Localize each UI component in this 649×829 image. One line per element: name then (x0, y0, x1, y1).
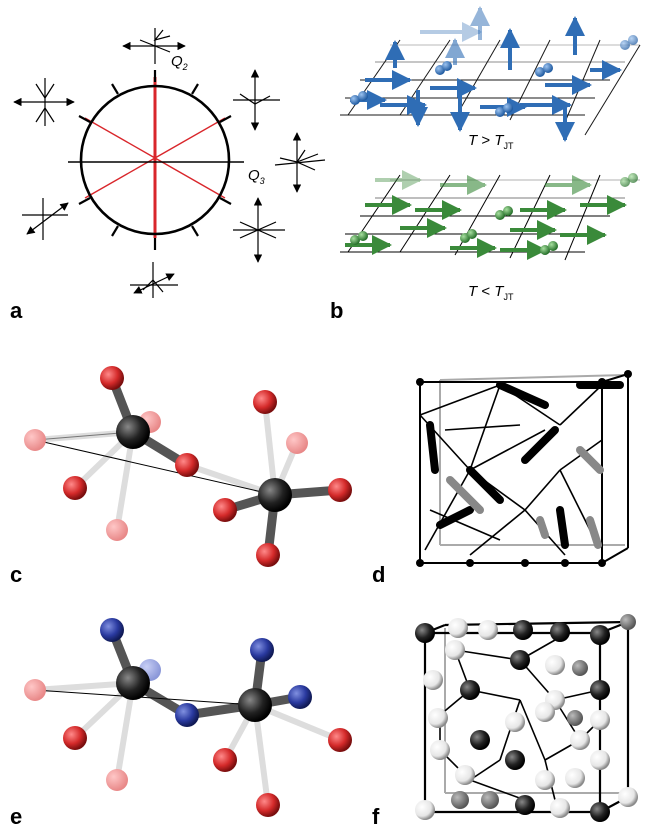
blue-lattice-grid (340, 39, 641, 136)
t-above-label: T > TJT (468, 132, 514, 151)
red-spokes (84, 77, 226, 238)
blue-balls (350, 35, 638, 117)
panel-label-d: d (372, 562, 385, 587)
panel-a: Q2 Q3 (13, 28, 326, 298)
q2-label: Q2 (171, 53, 188, 72)
panel-f (415, 614, 638, 822)
f-atoms (415, 614, 638, 822)
green-arrows (345, 170, 627, 260)
distortion-glyph-top (122, 28, 186, 64)
green-balls (350, 173, 638, 255)
distortion-glyph-lower-left (22, 198, 69, 240)
panel-label-a: a (10, 298, 23, 323)
panel-c (24, 366, 352, 567)
d-thick-bonds (426, 381, 624, 549)
panel-d (416, 370, 632, 567)
panel-b: T > TJT (340, 6, 641, 302)
distortion-glyph-bottom (130, 262, 178, 298)
distortion-glyph-right (274, 132, 326, 193)
ring (79, 84, 231, 236)
distortion-glyph-upper-left (13, 78, 75, 126)
panel-label-e: e (10, 804, 22, 829)
e-atoms (24, 618, 352, 817)
panel-label-b: b (330, 298, 343, 323)
panel-label-c: c (10, 562, 22, 587)
panel-e (24, 618, 352, 817)
d-network (419, 384, 603, 556)
ring-ticks (78, 70, 232, 250)
q3-label: Q3 (248, 167, 265, 186)
d-vertices (416, 370, 632, 567)
distortion-glyph-upper-right (233, 69, 280, 131)
panel-label-f: f (372, 804, 380, 829)
distortion-glyph-lower-right (233, 197, 285, 263)
t-below-label: T < TJT (468, 283, 514, 302)
blue-arrows (350, 6, 622, 142)
c-atoms (24, 366, 352, 567)
